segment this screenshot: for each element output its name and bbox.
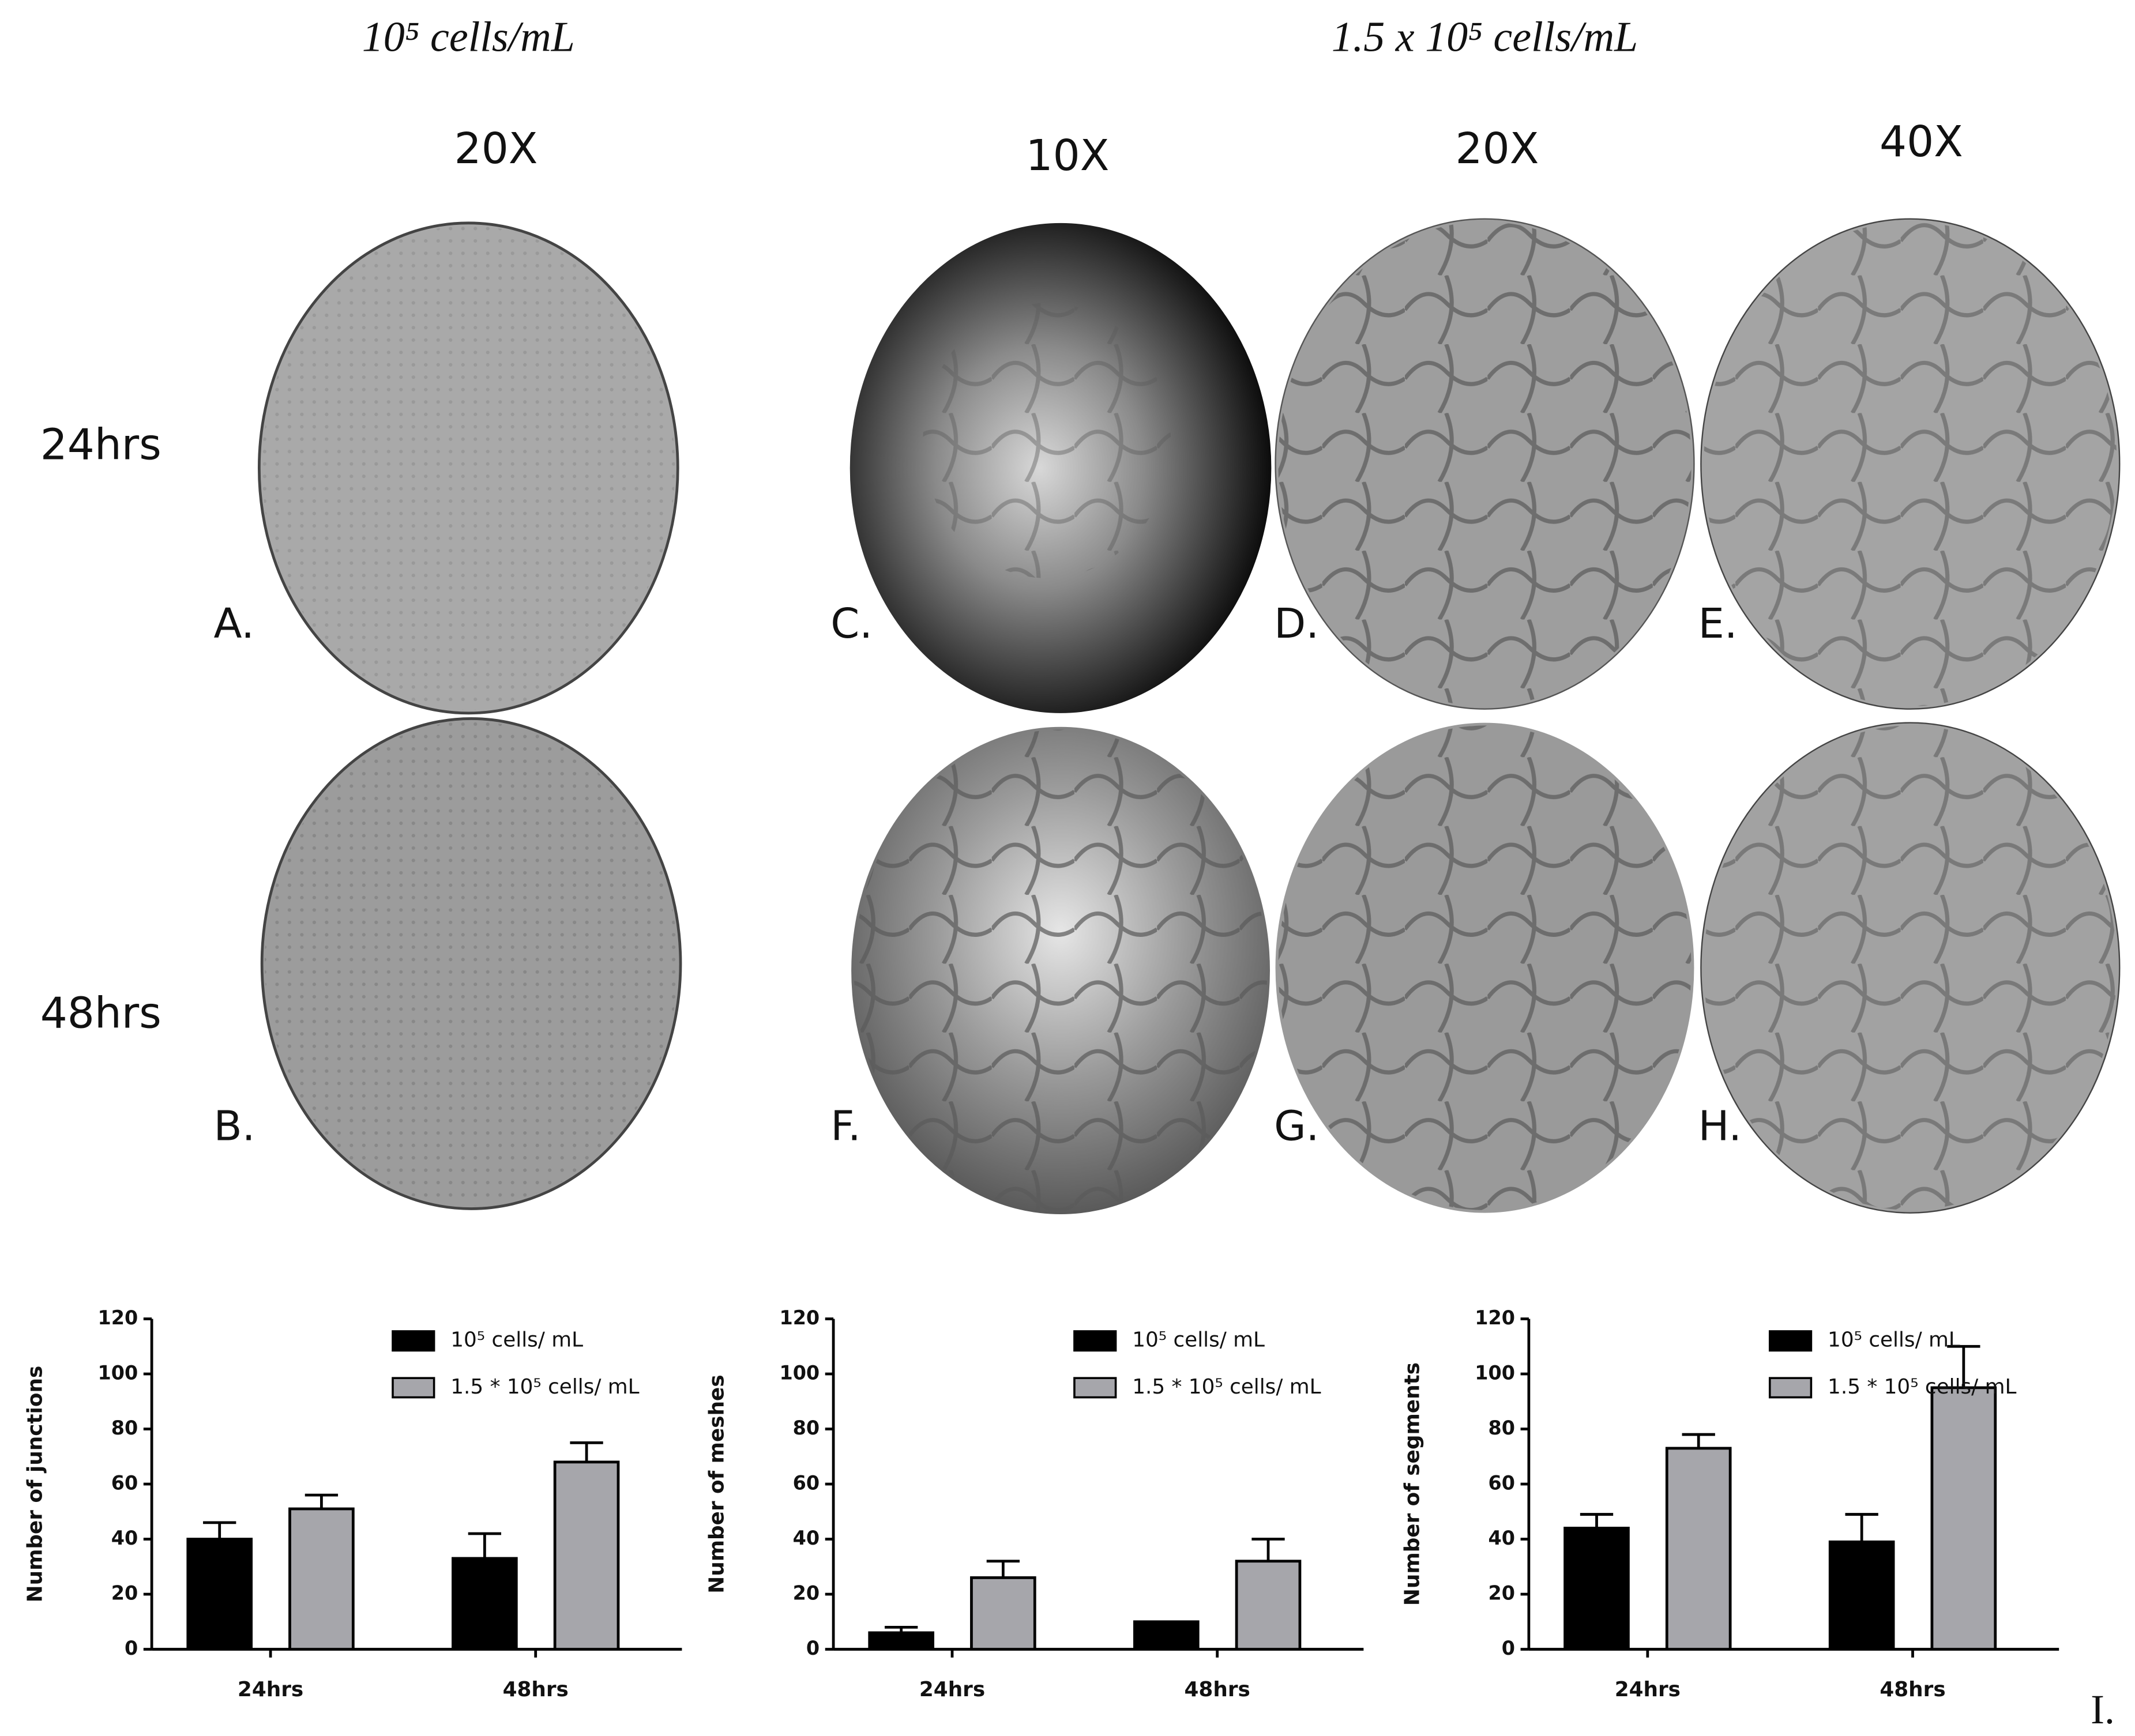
panel-label: C. [830, 600, 873, 647]
bar [970, 1576, 1036, 1651]
legend-swatch [392, 1330, 435, 1352]
y-tick-label: 100 [1475, 1362, 1515, 1384]
y-tick-label: 60 [111, 1472, 138, 1494]
magnification: 20X [454, 124, 538, 174]
panel-label: A. [214, 600, 255, 647]
magnification: 20X [1456, 124, 1539, 174]
legend-label: 1.5 * 10⁵ cells/ mL [450, 1375, 639, 1399]
legend-label: 10⁵ cells/ mL [1132, 1328, 1265, 1352]
bar [553, 1460, 620, 1651]
legend-label: 1.5 * 10⁵ cells/ mL [1132, 1375, 1321, 1399]
panel-label: D. [1274, 600, 1319, 647]
y-axis-label: Number of junctions [24, 1366, 47, 1603]
x-tick-label: 48hrs [503, 1678, 569, 1701]
texture [923, 303, 1171, 578]
bar [1930, 1386, 1997, 1651]
panel-label: I. [2091, 1687, 2115, 1733]
y-tick-label: 40 [111, 1527, 138, 1549]
row-label: 24hrs [40, 420, 161, 470]
y-tick-label: 0 [1502, 1637, 1515, 1659]
y-tick-label: 60 [793, 1472, 820, 1494]
y-tick-label: 120 [98, 1306, 138, 1329]
legend-swatch [1768, 1377, 1813, 1399]
x-tick-label: 48hrs [1185, 1678, 1250, 1701]
y-tick-label: 20 [111, 1582, 138, 1605]
y-tick-label: 100 [98, 1362, 138, 1384]
bar [186, 1538, 253, 1651]
panel-label: E. [1698, 600, 1738, 647]
y-tick-label: 80 [111, 1417, 138, 1439]
legend-swatch [1768, 1330, 1813, 1352]
bar [1563, 1527, 1630, 1651]
y-tick-label: 40 [1489, 1527, 1516, 1549]
x-tick-label: 24hrs [1615, 1678, 1681, 1701]
y-tick-label: 120 [779, 1306, 820, 1329]
bar [868, 1631, 934, 1651]
y-tick-label: 0 [125, 1637, 138, 1659]
row-label: 48hrs [40, 989, 161, 1038]
y-axis-label: Number of segments [1400, 1362, 1424, 1606]
y-tick-label: 100 [779, 1362, 820, 1384]
legend-swatch [1073, 1377, 1117, 1399]
header: 1.5 x 10⁵ cells/mL [1332, 14, 1638, 61]
bar [1828, 1540, 1895, 1651]
legend-label: 10⁵ cells/ mL [1828, 1328, 1960, 1352]
legend-swatch [1073, 1330, 1117, 1352]
magnification: 10X [1026, 131, 1110, 180]
y-tick-label: 40 [793, 1527, 820, 1549]
x-tick-label: 24hrs [238, 1678, 303, 1701]
legend-label: 1.5 * 10⁵ cells/ mL [1828, 1375, 2016, 1399]
y-tick-label: 20 [793, 1582, 820, 1605]
y-tick-label: 80 [1489, 1417, 1516, 1439]
texture [262, 225, 675, 711]
y-tick-label: 120 [1475, 1306, 1515, 1329]
y-tick-label: 80 [793, 1417, 820, 1439]
legend-label: 10⁵ cells/ mL [450, 1328, 583, 1352]
texture [854, 729, 1268, 1212]
y-axis-label: Number of meshes [705, 1375, 729, 1593]
y-tick-label: 0 [806, 1637, 820, 1659]
x-tick-label: 48hrs [1880, 1678, 1945, 1701]
texture [1704, 221, 2117, 706]
texture [1278, 221, 1692, 706]
header: 10⁵ cells/mL [362, 14, 575, 61]
panel-label: F. [830, 1102, 860, 1150]
x-tick-label: 24hrs [919, 1678, 985, 1701]
legend-swatch [392, 1377, 435, 1399]
panel-label: H. [1698, 1102, 1742, 1150]
magnification: 40X [1880, 117, 1963, 167]
texture [264, 721, 678, 1206]
texture [1704, 725, 2117, 1210]
y-tick-label: 20 [1489, 1582, 1516, 1605]
panel-label: B. [214, 1102, 255, 1150]
bar [1665, 1447, 1732, 1651]
bar [1133, 1620, 1200, 1651]
bar [288, 1507, 355, 1651]
texture [1278, 725, 1692, 1210]
panel-label: G. [1274, 1102, 1319, 1150]
micrographs [257, 218, 2121, 1215]
y-tick-label: 60 [1489, 1472, 1516, 1494]
bar [452, 1557, 518, 1651]
bar [1235, 1560, 1302, 1651]
